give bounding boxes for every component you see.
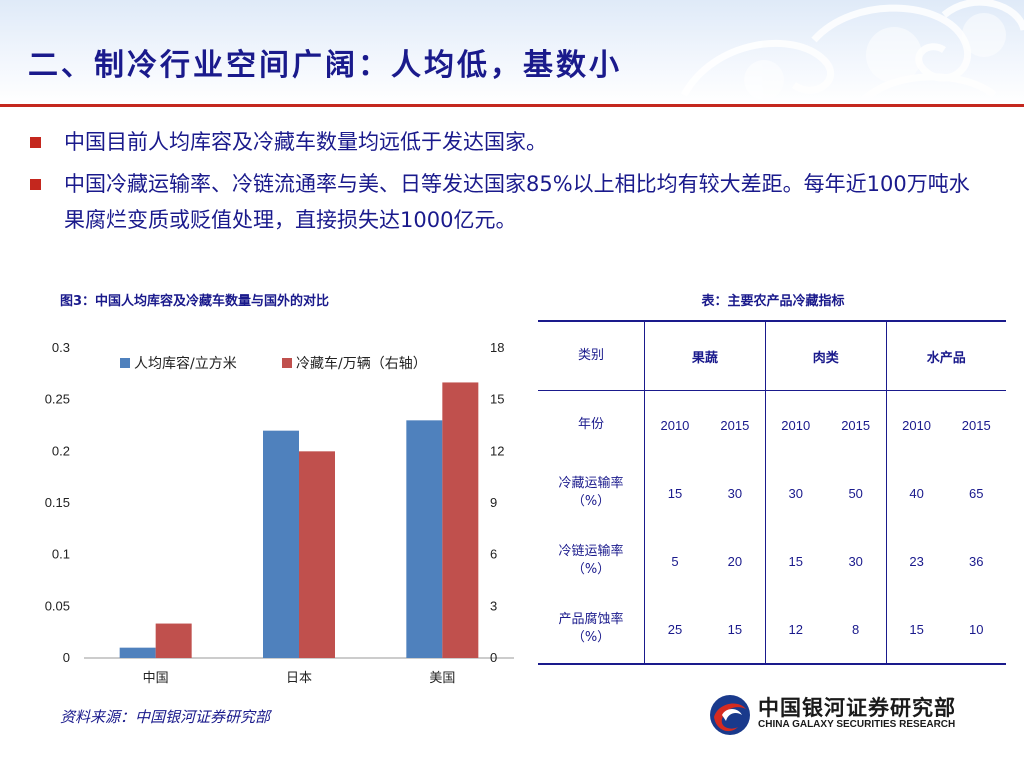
indicator-table: 类别 果蔬 肉类 水产品 年份 2010 2015 2010 2015 2010… — [538, 320, 1006, 665]
table-cell: 5 — [671, 553, 679, 569]
bar-series2 — [155, 623, 192, 658]
category-label: 日本 — [286, 670, 312, 685]
table-cell: 2015 — [825, 390, 887, 459]
table-cell: 40 — [909, 485, 924, 501]
group-aquatic: 水产品 — [886, 320, 1006, 391]
y-right-tick-label: 6 — [490, 547, 497, 562]
legend-label-series2: 冷藏车/万辆（右轴） — [296, 355, 427, 372]
company-logo: 中国银河证券研究部 CHINA GALAXY SECURITIES RESEAR… — [708, 690, 1008, 740]
table-caption: 表：主要农产品冷藏指标 — [701, 294, 845, 309]
legend-swatch-series2 — [282, 358, 292, 368]
y-left-tick-label: 0.3 — [52, 340, 70, 355]
table-row: 冷藏运输率 （%） 15 30 30 50 40 65 — [538, 459, 1006, 527]
y-left-tick-label: 0.2 — [52, 443, 70, 458]
y-left-tick-label: 0.15 — [45, 495, 70, 510]
category-label: 美国 — [429, 670, 455, 685]
bullet-square-icon — [30, 179, 41, 190]
y-right-tick-label: 3 — [490, 598, 497, 613]
y-right-tick-label: 9 — [490, 495, 497, 510]
table-cell: 15 — [704, 595, 766, 665]
row-label: 年份 — [538, 390, 645, 459]
table-cell: 2010 — [660, 417, 690, 433]
bar-series2 — [299, 451, 335, 658]
group-fruit-veg: 果蔬 — [644, 320, 766, 391]
table-cell: 30 — [704, 459, 766, 527]
y-left-tick-label: 0.25 — [45, 392, 70, 407]
bar-series1 — [119, 647, 156, 658]
y-left-tick-label: 0.1 — [52, 547, 70, 562]
bullet-list: 中国目前人均库容及冷藏车数量均远低于发达国家。 中国冷藏运输率、冷链流通率与美、… — [30, 124, 990, 244]
y-left-tick-label: 0.05 — [45, 598, 70, 613]
table-cell: 30 — [825, 527, 887, 595]
bullet-text: 中国目前人均库容及冷藏车数量均远低于发达国家。 — [64, 130, 547, 154]
table-cell: 36 — [969, 553, 984, 569]
table-cell: 12 — [765, 595, 826, 665]
bullet-square-icon — [30, 137, 41, 148]
table-cell: 2015 — [704, 390, 766, 459]
table-header-row: 类别 果蔬 肉类 水产品 — [538, 320, 1006, 391]
category-label: 中国 — [143, 670, 169, 685]
group-meat: 肉类 — [765, 320, 887, 391]
cloud-decoration — [680, 0, 1024, 103]
table-cell: 25 — [644, 595, 705, 665]
y-right-tick-label: 0 — [490, 650, 497, 665]
galaxy-logo-icon — [710, 695, 750, 735]
bar-series1 — [406, 420, 443, 658]
table-cell: 65 — [969, 485, 984, 501]
table-cell: 30 — [788, 485, 803, 501]
bar-chart: 0 0.05 0.1 0.15 0.2 0.25 0.3 0 3 6 9 12 15 18 中国 日本 美国… — [45, 340, 514, 685]
logo-text-cn: 中国银河证券研究部 — [758, 696, 956, 720]
table-cell: 2015 — [961, 417, 991, 433]
bar-series1 — [263, 430, 299, 658]
table-cell: 2010 — [902, 417, 932, 433]
table-cell: 50 — [825, 459, 887, 527]
table-row: 冷链运输率 （%） 5 20 15 30 23 36 — [538, 527, 1006, 595]
table-cell: 15 — [667, 485, 683, 501]
figure-caption: 图3：中国人均库容及冷藏车数量与国外的对比 — [60, 294, 330, 309]
table-cell: 8 — [825, 595, 887, 665]
table-row: 产品腐蚀率 （%） 25 15 12 8 15 10 — [538, 595, 1006, 665]
y-right-tick-label: 18 — [490, 340, 504, 355]
title-bar: 二、制冷行业空间广阔：人均低，基数小 — [0, 0, 1024, 104]
bullet-item: 中国目前人均库容及冷藏车数量均远低于发达国家。 — [30, 124, 990, 160]
source-note: 资料来源：中国银河证券研究部 — [60, 708, 271, 726]
table-cell: 10 — [946, 595, 1006, 665]
table-cell: 15 — [886, 595, 947, 665]
y-right-tick-label: 12 — [490, 443, 504, 458]
page-title: 二、制冷行业空间广阔：人均低，基数小 — [28, 48, 622, 83]
row-label: 冷藏运输率 （%） — [538, 459, 645, 527]
table-cell: 2010 — [781, 417, 811, 433]
table-cell: 20 — [704, 527, 766, 595]
bullet-item: 中国冷藏运输率、冷链流通率与美、日等发达国家85%以上相比均有较大差距。每年近1… — [30, 166, 990, 238]
table-cell: 23 — [909, 553, 924, 569]
bullet-text: 中国冷藏运输率、冷链流通率与美、日等发达国家85%以上相比均有较大差距。每年近1… — [64, 172, 970, 232]
legend-label-series1: 人均库容/立方米 — [134, 355, 237, 372]
header-label: 类别 — [538, 320, 645, 391]
table-row-year: 年份 2010 2015 2010 2015 2010 2015 — [538, 390, 1006, 459]
row-label: 冷链运输率 （%） — [538, 527, 645, 595]
y-left-tick-label: 0 — [63, 650, 70, 665]
bar-series2 — [442, 382, 479, 658]
row-label: 产品腐蚀率 （%） — [538, 595, 645, 665]
y-right-tick-label: 15 — [490, 392, 504, 407]
title-divider — [0, 104, 1024, 107]
table-cell: 15 — [788, 553, 803, 569]
legend-swatch-series1 — [120, 358, 130, 368]
logo-text-en: CHINA GALAXY SECURITIES RESEARCH — [758, 719, 956, 730]
